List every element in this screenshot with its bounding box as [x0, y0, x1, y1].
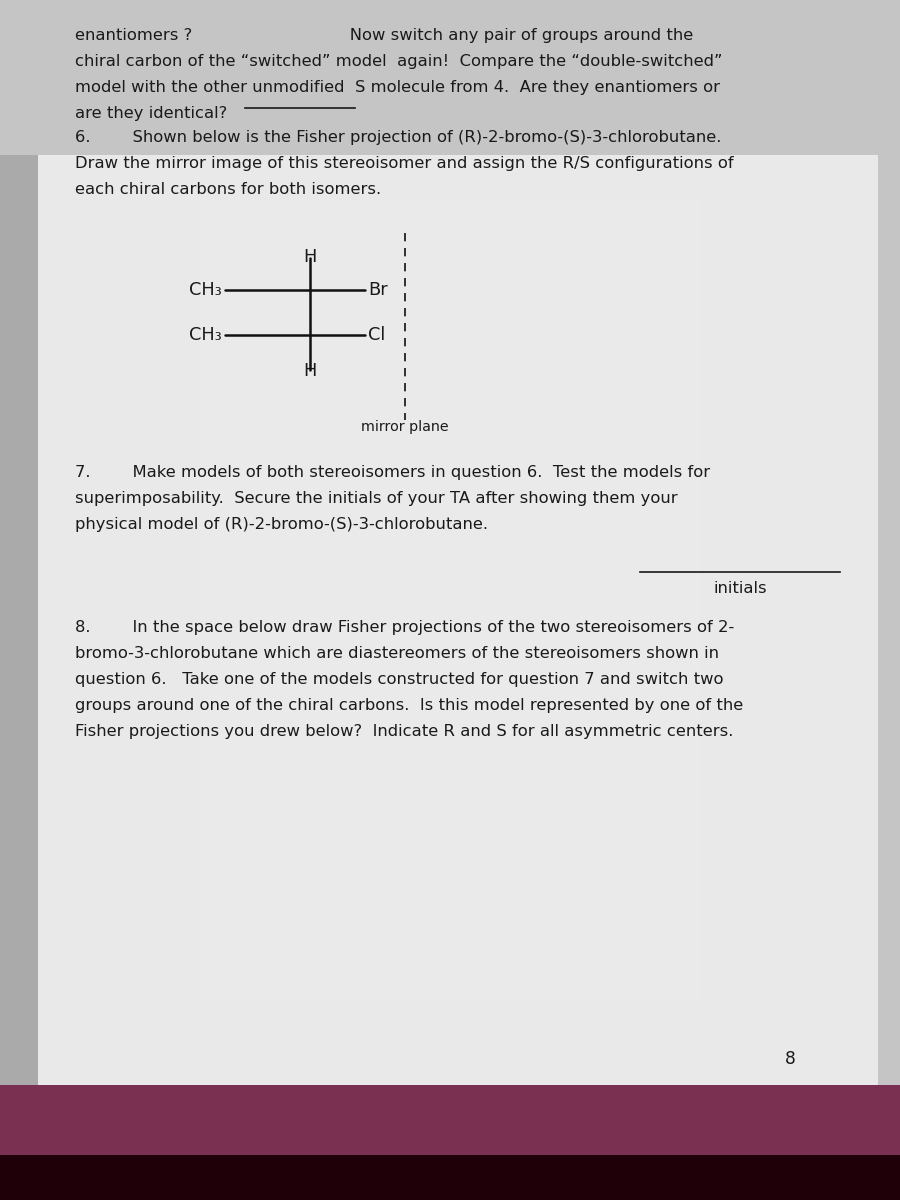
Text: mirror plane: mirror plane [361, 420, 449, 434]
Bar [0, 1085, 900, 1200]
Text: 7.        Make models of both stereoisomers in question 6.  Test the models for: 7. Make models of both stereoisomers in … [75, 464, 710, 480]
Text: each chiral carbons for both isomers.: each chiral carbons for both isomers. [75, 182, 381, 197]
Text: Br: Br [368, 281, 388, 299]
Bar [0, 0, 38, 1200]
Text: model with the other unmodified  S molecule from 4.  Are they enantiomers or: model with the other unmodified S molecu… [75, 80, 720, 95]
Text: groups around one of the chiral carbons.  Is this model represented by one of th: groups around one of the chiral carbons.… [75, 698, 743, 713]
Text: Draw the mirror image of this stereoisomer and assign the R/S configurations of: Draw the mirror image of this stereoisom… [75, 156, 734, 170]
Text: 6.        Shown below is the Fisher projection of (R)-2-bromo-(S)-3-chlorobutane: 6. Shown below is the Fisher projection … [75, 130, 722, 145]
Bar [200, 200, 700, 1000]
Text: question 6.   Take one of the models constructed for question 7 and switch two: question 6. Take one of the models const… [75, 672, 724, 686]
Bar [38, 155, 878, 1085]
Text: chiral carbon of the “switched” model  again!  Compare the “double-switched”: chiral carbon of the “switched” model ag… [75, 54, 723, 68]
Text: Fisher projections you drew below?  Indicate R and S for all asymmetric centers.: Fisher projections you drew below? Indic… [75, 724, 734, 739]
Text: bromo-3-chlorobutane which are diastereomers of the stereoisomers shown in: bromo-3-chlorobutane which are diastereo… [75, 646, 719, 661]
Bar [0, 1154, 900, 1200]
Text: physical model of (R)-2-bromo-(S)-3-chlorobutane.: physical model of (R)-2-bromo-(S)-3-chlo… [75, 517, 488, 532]
Text: enantiomers ?                              Now switch any pair of groups around : enantiomers ? Now switch any pair of gro… [75, 28, 693, 43]
Text: H: H [303, 248, 317, 266]
Text: 8.        In the space below draw Fisher projections of the two stereoisomers of: 8. In the space below draw Fisher projec… [75, 620, 734, 635]
Text: CH₃: CH₃ [189, 326, 222, 344]
Text: Cl: Cl [368, 326, 385, 344]
Text: 8: 8 [785, 1050, 796, 1068]
Text: superimposability.  Secure the initials of your TA after showing them your: superimposability. Secure the initials o… [75, 491, 678, 506]
Bar [0, 0, 900, 155]
Text: initials: initials [713, 581, 767, 596]
Text: H: H [303, 362, 317, 380]
Text: are they identical?: are they identical? [75, 106, 227, 121]
Text: CH₃: CH₃ [189, 281, 222, 299]
